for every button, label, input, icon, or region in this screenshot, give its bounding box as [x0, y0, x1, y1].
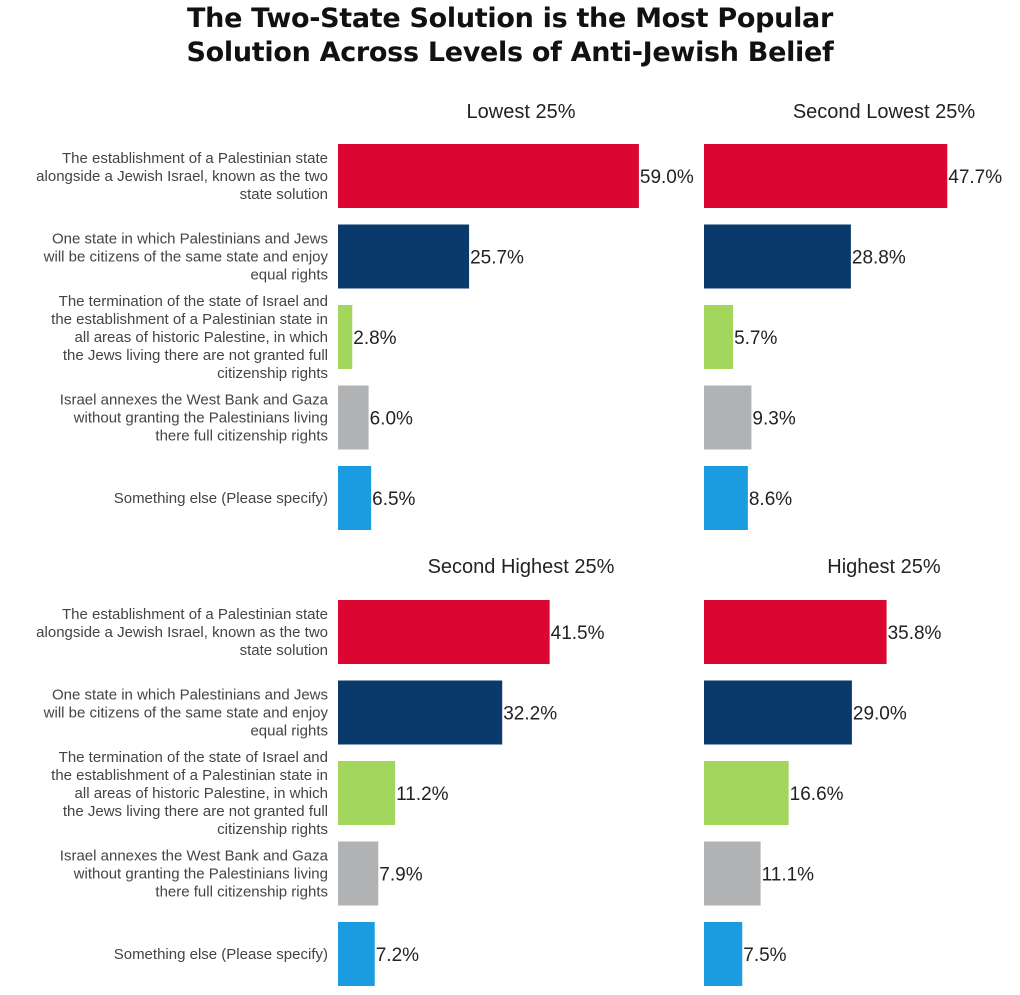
panel-1: Lowest 25% 59.0% The establishment of a Pa…: [36, 101, 694, 530]
category-label-line: Israel annexes the West Bank and Gaza: [60, 848, 329, 865]
bar: [338, 922, 375, 986]
value-label: 7.5%: [743, 945, 786, 966]
category-label-line: Something else (Please specify): [114, 490, 328, 507]
bar: [338, 680, 503, 745]
panel-title: Second Lowest 25%: [793, 101, 976, 123]
category-label-line: alongside a Jewish Israel, known as the …: [36, 624, 328, 641]
category-label-line: all areas of historic Palestine, in whic…: [75, 785, 328, 802]
category-label-line: citizenship rights: [217, 365, 328, 382]
value-label: 28.8%: [852, 248, 906, 269]
category-label-line: state solution: [240, 642, 328, 659]
category-label-line: One state in which Palestinians and Jews: [52, 687, 328, 704]
category-label-line: One state in which Palestinians and Jews: [52, 231, 328, 248]
value-label: 6.5%: [372, 489, 415, 510]
category-label: The termination of the state of Israel a…: [51, 749, 328, 838]
value-label: 25.7%: [470, 248, 524, 269]
value-label: 32.2%: [503, 704, 557, 725]
panel-title: Highest 25%: [827, 556, 941, 578]
bar: [704, 144, 948, 208]
category-label: Israel annexes the West Bank and Gaza wit…: [60, 392, 329, 445]
value-label: 59.0%: [640, 167, 694, 188]
bar: [338, 761, 396, 825]
category-label-line: will be citizens of the same state and e…: [43, 705, 329, 722]
panel-title: Lowest 25%: [467, 101, 576, 123]
category-label-line: the Jews living there are not granted fu…: [63, 803, 328, 820]
category-label: Something else (Please specify): [114, 490, 328, 507]
category-label-line: the establishment of a Palestinian state…: [51, 767, 328, 784]
value-label: 11.2%: [396, 784, 449, 805]
chart-title-line-2: Solution Across Levels of Anti-Jewish Be…: [186, 37, 834, 68]
value-label: 6.0%: [370, 409, 413, 430]
category-label-line: there full citizenship rights: [155, 428, 328, 445]
category-label: The establishment of a Palestinian state…: [36, 606, 328, 659]
value-label: 35.8%: [888, 623, 942, 644]
category-label-line: Something else (Please specify): [114, 946, 328, 963]
bar: [338, 305, 353, 369]
value-label: 41.5%: [551, 623, 605, 644]
category-label-line: citizenship rights: [217, 821, 328, 838]
bar: [704, 680, 852, 745]
value-label: 29.0%: [853, 704, 907, 725]
value-label: 8.6%: [749, 489, 792, 510]
bar: [338, 600, 550, 664]
category-label: One state in which Palestinians and Jews…: [43, 231, 329, 284]
bar: [704, 600, 887, 664]
category-label-line: alongside a Jewish Israel, known as the …: [36, 168, 328, 185]
panel-3: Second Highest 25% 41.5% The establishment…: [36, 556, 615, 986]
bar: [704, 385, 752, 450]
chart-title-line-1: The Two-State Solution is the Most Popul…: [187, 3, 833, 34]
panel-2: Second Lowest 25% 47.7% 28.8% 5.7% 9.3% 8.6%: [704, 101, 1002, 530]
category-label-line: equal rights: [250, 723, 328, 740]
category-label-line: the establishment of a Palestinian state…: [51, 311, 328, 328]
bar: [704, 466, 748, 530]
category-label-line: equal rights: [250, 267, 328, 284]
bar: [704, 922, 743, 986]
category-label-line: there full citizenship rights: [155, 884, 328, 901]
category-label-line: The termination of the state of Israel a…: [59, 749, 328, 766]
category-label: Israel annexes the West Bank and Gaza wit…: [60, 848, 329, 901]
category-label-line: without granting the Palestinians living: [73, 866, 328, 883]
category-label: Something else (Please specify): [114, 946, 328, 963]
bar: [338, 224, 470, 289]
panel-4: Highest 25% 35.8% 29.0% 16.6% 11.1% 7.5%: [704, 556, 942, 986]
category-label: The termination of the state of Israel a…: [51, 293, 328, 382]
category-label-line: Israel annexes the West Bank and Gaza: [60, 392, 329, 409]
category-label: The establishment of a Palestinian state…: [36, 150, 328, 203]
panel-title: Second Highest 25%: [428, 556, 615, 578]
bar: [704, 841, 761, 906]
category-label-line: The establishment of a Palestinian state: [62, 150, 328, 167]
category-label-line: all areas of historic Palestine, in whic…: [75, 329, 328, 346]
bar: [704, 761, 789, 825]
category-label-line: The establishment of a Palestinian state: [62, 606, 328, 623]
category-label-line: the Jews living there are not granted fu…: [63, 347, 328, 364]
value-label: 16.6%: [790, 784, 844, 805]
bar: [704, 224, 851, 289]
category-label-line: state solution: [240, 186, 328, 203]
value-label: 9.3%: [752, 409, 795, 430]
bar: [338, 385, 369, 450]
category-label-line: The termination of the state of Israel a…: [59, 293, 328, 310]
bar: [338, 144, 639, 208]
value-label: 7.9%: [379, 865, 422, 886]
bar: [338, 466, 372, 530]
value-label: 47.7%: [948, 167, 1002, 188]
category-label: One state in which Palestinians and Jews…: [43, 687, 329, 740]
bar: [338, 841, 379, 906]
value-label: 2.8%: [353, 328, 396, 349]
value-label: 11.1%: [762, 865, 815, 886]
value-label: 7.2%: [376, 945, 419, 966]
category-label-line: will be citizens of the same state and e…: [43, 249, 329, 266]
bar: [704, 305, 734, 369]
category-label-line: without granting the Palestinians living: [73, 410, 328, 427]
chart-title: The Two-State Solution is the Most Popul…: [0, 2, 1020, 70]
value-label: 5.7%: [734, 328, 777, 349]
